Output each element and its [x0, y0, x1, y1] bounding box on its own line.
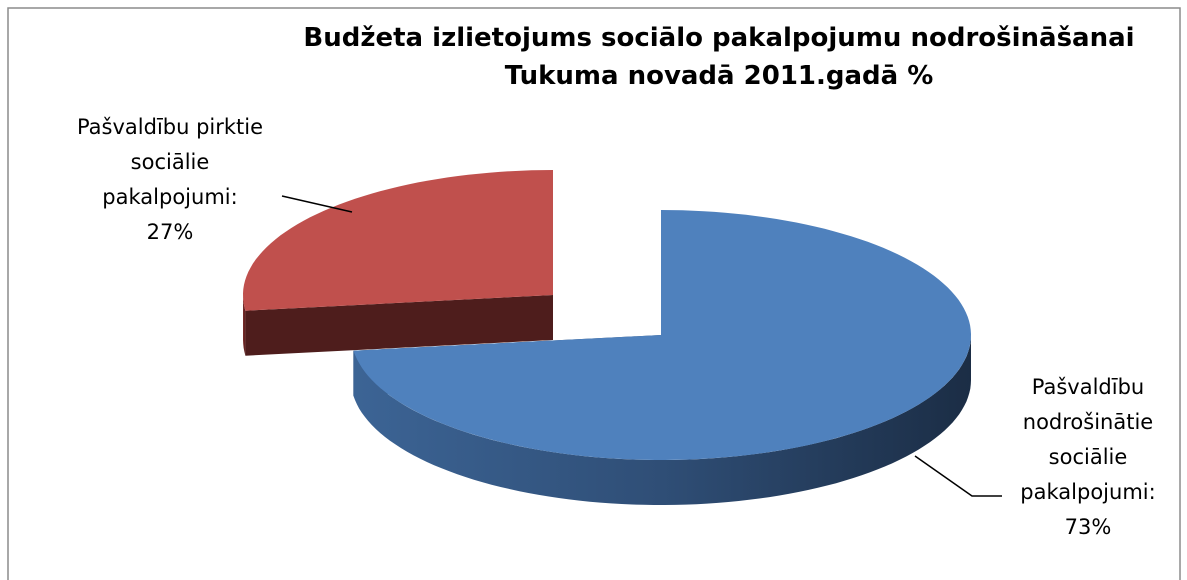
slice-side [353, 335, 971, 505]
slice [243, 170, 553, 311]
value-label: 27% [146, 220, 194, 244]
chart-title: Tukuma novadā 2011.gadā % [505, 61, 934, 91]
leader-line [281, 195, 353, 213]
leader-line [914, 455, 1002, 497]
slice-label: Pašvaldību pirktie sociālie pakalpojumi: [76, 115, 264, 209]
value-label: 73% [1064, 515, 1112, 539]
slice-label: Pašvaldību nodrošinātie sociālie pakalpo… [1020, 375, 1156, 504]
chart-title: Budžeta izlietojums sociālo pakalpojumu … [303, 23, 1134, 53]
slice-face [245, 295, 553, 356]
chart-border [7, 7, 1181, 580]
slice [353, 210, 971, 460]
slice-side [243, 295, 246, 356]
